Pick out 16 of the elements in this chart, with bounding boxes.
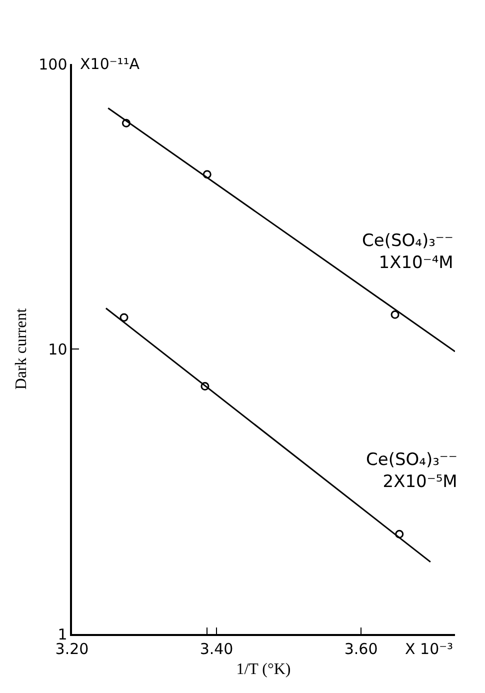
y-axis-title: Dark current bbox=[13, 308, 30, 390]
x-axis-title: 1/T (°K) bbox=[236, 660, 291, 678]
annotation: X10⁻¹¹A bbox=[80, 55, 140, 73]
x-tick-label: 3.60 bbox=[344, 640, 378, 658]
point bbox=[120, 313, 128, 322]
point bbox=[390, 310, 400, 319]
point bbox=[200, 382, 210, 391]
text: Ce(SO₄)₃⁻⁻ 1X10⁻⁴M bbox=[362, 231, 454, 274]
point bbox=[395, 530, 404, 538]
x-tick-label: 3.40 bbox=[200, 640, 234, 658]
point bbox=[202, 170, 212, 179]
point bbox=[122, 118, 130, 128]
y-tick-label: 10 bbox=[48, 340, 68, 358]
text: Ce(SO₄)₃⁻⁻ 2X10⁻⁵M bbox=[366, 450, 458, 492]
y-tick-label: 100 bbox=[38, 55, 68, 74]
text: X 10⁻³ bbox=[405, 640, 454, 658]
